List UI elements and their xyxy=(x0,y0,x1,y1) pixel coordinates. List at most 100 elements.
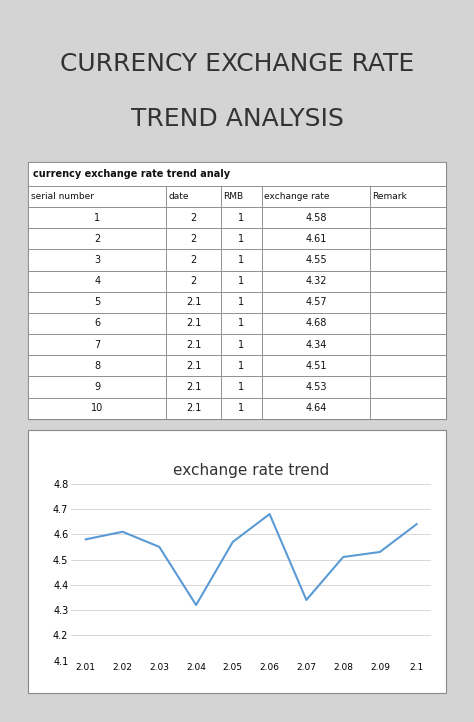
Bar xyxy=(28,207,166,228)
Text: exchange rate: exchange rate xyxy=(264,192,329,201)
Title: exchange rate trend: exchange rate trend xyxy=(173,464,329,479)
Text: RMB: RMB xyxy=(223,192,243,201)
Text: 2: 2 xyxy=(191,276,197,286)
Text: 1: 1 xyxy=(238,213,245,222)
Bar xyxy=(221,249,262,271)
Bar xyxy=(221,228,262,249)
Bar xyxy=(28,398,166,419)
Bar xyxy=(370,207,446,228)
Bar xyxy=(262,292,370,313)
Text: 2.1: 2.1 xyxy=(186,382,201,392)
Text: 1: 1 xyxy=(238,276,245,286)
Bar xyxy=(221,207,262,228)
Bar xyxy=(166,271,221,292)
Bar xyxy=(370,313,446,334)
Text: 2.1: 2.1 xyxy=(186,297,201,308)
Text: 2: 2 xyxy=(191,234,197,244)
Text: 1: 1 xyxy=(238,361,245,371)
Bar xyxy=(28,228,166,249)
Bar xyxy=(166,249,221,271)
Text: 1: 1 xyxy=(238,255,245,265)
Text: 8: 8 xyxy=(94,361,100,371)
Bar xyxy=(28,355,166,376)
Text: CURRENCY EXCHANGE RATE: CURRENCY EXCHANGE RATE xyxy=(60,51,414,76)
Bar xyxy=(370,292,446,313)
Text: 1: 1 xyxy=(238,297,245,308)
Text: 1: 1 xyxy=(238,382,245,392)
Bar xyxy=(221,376,262,398)
Text: 3: 3 xyxy=(94,255,100,265)
Text: currency exchange rate trend analy: currency exchange rate trend analy xyxy=(33,169,230,179)
Bar xyxy=(262,186,370,207)
Text: 1: 1 xyxy=(238,339,245,349)
Bar xyxy=(221,271,262,292)
Bar xyxy=(370,334,446,355)
Text: 4.57: 4.57 xyxy=(305,297,327,308)
Bar xyxy=(28,292,166,313)
Bar xyxy=(370,376,446,398)
Bar xyxy=(166,228,221,249)
Bar xyxy=(166,313,221,334)
Text: 2.1: 2.1 xyxy=(186,361,201,371)
Text: 2: 2 xyxy=(191,213,197,222)
Bar xyxy=(221,334,262,355)
Bar xyxy=(262,398,370,419)
Text: 4.32: 4.32 xyxy=(305,276,327,286)
Text: 9: 9 xyxy=(94,382,100,392)
Bar xyxy=(262,207,370,228)
Bar xyxy=(262,228,370,249)
Bar xyxy=(166,355,221,376)
Text: 4.34: 4.34 xyxy=(305,339,327,349)
Bar xyxy=(262,334,370,355)
Text: 1: 1 xyxy=(238,403,245,413)
Bar xyxy=(221,355,262,376)
Bar xyxy=(166,292,221,313)
Bar xyxy=(221,398,262,419)
Bar xyxy=(28,334,166,355)
Bar xyxy=(370,271,446,292)
Text: 4.55: 4.55 xyxy=(305,255,327,265)
Bar xyxy=(28,162,446,186)
Bar xyxy=(221,313,262,334)
Bar xyxy=(370,186,446,207)
Text: TREND ANALYSIS: TREND ANALYSIS xyxy=(130,107,344,131)
Bar xyxy=(370,398,446,419)
Text: 1: 1 xyxy=(94,213,100,222)
Text: 2: 2 xyxy=(191,255,197,265)
Text: 6: 6 xyxy=(94,318,100,329)
Bar xyxy=(28,249,166,271)
Bar xyxy=(166,186,221,207)
Bar xyxy=(262,271,370,292)
Bar xyxy=(166,207,221,228)
Bar xyxy=(28,376,166,398)
Text: 4.51: 4.51 xyxy=(305,361,327,371)
Text: date: date xyxy=(168,192,189,201)
Text: 2.1: 2.1 xyxy=(186,318,201,329)
Bar xyxy=(262,313,370,334)
Text: 2.1: 2.1 xyxy=(186,339,201,349)
FancyBboxPatch shape xyxy=(28,430,446,693)
Text: 4.68: 4.68 xyxy=(305,318,327,329)
Text: 4.61: 4.61 xyxy=(305,234,327,244)
Bar xyxy=(28,271,166,292)
Text: 4.64: 4.64 xyxy=(305,403,327,413)
Text: Remark: Remark xyxy=(373,192,407,201)
Bar xyxy=(221,186,262,207)
Text: serial number: serial number xyxy=(30,192,93,201)
Bar xyxy=(28,313,166,334)
Text: 2.1: 2.1 xyxy=(186,403,201,413)
Text: 1: 1 xyxy=(238,318,245,329)
Bar xyxy=(370,355,446,376)
Text: 7: 7 xyxy=(94,339,100,349)
Text: 5: 5 xyxy=(94,297,100,308)
Bar xyxy=(262,376,370,398)
Text: 4: 4 xyxy=(94,276,100,286)
Bar xyxy=(262,355,370,376)
Bar xyxy=(28,186,166,207)
Text: 4.58: 4.58 xyxy=(305,213,327,222)
Text: 1: 1 xyxy=(238,234,245,244)
Bar xyxy=(166,376,221,398)
Text: 10: 10 xyxy=(91,403,103,413)
Bar xyxy=(166,334,221,355)
Bar xyxy=(221,292,262,313)
